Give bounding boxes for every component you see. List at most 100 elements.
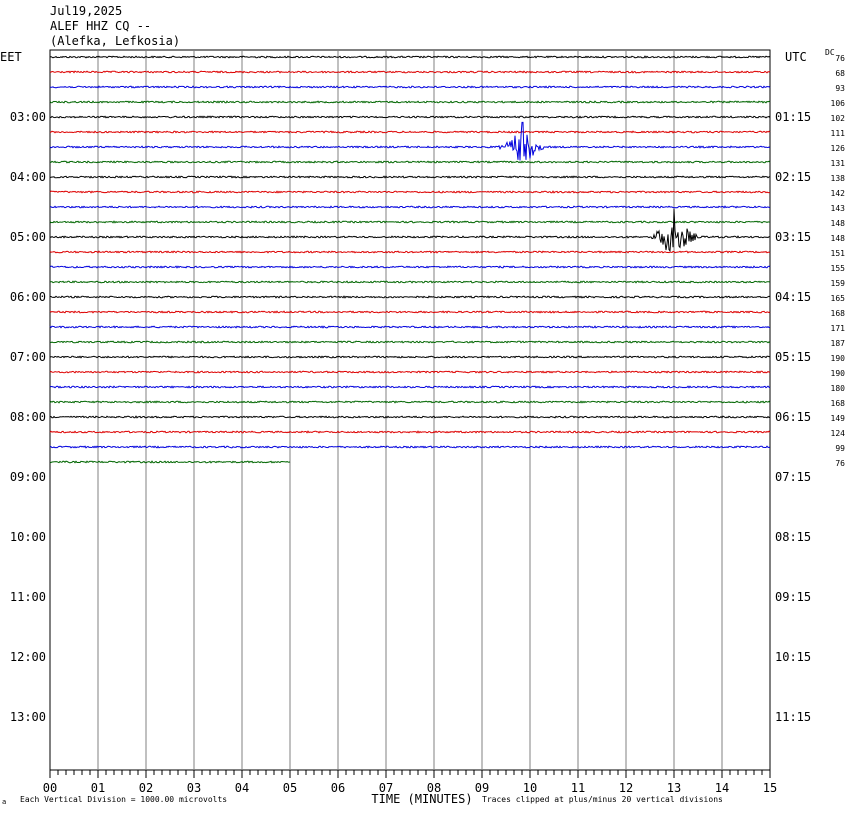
corner-mark: a <box>2 798 6 806</box>
dc-offset-value: 159 <box>831 279 846 288</box>
x-tick-label: 12 <box>619 781 633 795</box>
dc-offset-value: 76 <box>835 459 845 468</box>
dc-offset-value: 148 <box>831 219 846 228</box>
x-tick-label: 07 <box>379 781 393 795</box>
trace-line <box>49 400 771 404</box>
right-timezone-label: UTC <box>785 50 807 64</box>
trace-line <box>49 325 770 329</box>
left-hour-label: 04:00 <box>10 170 46 184</box>
dc-offset-value: 151 <box>831 249 846 258</box>
x-tick-label: 05 <box>283 781 297 795</box>
trace-line <box>49 415 771 419</box>
x-tick-label: 04 <box>235 781 249 795</box>
trace-line <box>49 100 771 104</box>
dc-offset-value: 76 <box>835 54 845 63</box>
vertical-division-note: Each Vertical Division = 1000.00 microvo… <box>20 795 227 804</box>
trace-line <box>50 295 771 299</box>
x-tick-label: 00 <box>43 781 57 795</box>
right-hour-label: 01:15 <box>775 110 811 124</box>
trace-line <box>49 460 291 464</box>
dc-offset-value: 187 <box>831 339 846 348</box>
x-tick-label: 14 <box>715 781 729 795</box>
dc-offset-value: 190 <box>831 369 846 378</box>
clipping-note: Traces clipped at plus/minus 20 vertical… <box>482 795 723 804</box>
left-hour-label: 06:00 <box>10 290 46 304</box>
dc-offset-value: 124 <box>831 429 846 438</box>
trace-line <box>49 370 771 374</box>
dc-offset-value: 106 <box>831 99 846 108</box>
plot-frame <box>49 49 771 771</box>
dc-offset-value: 155 <box>831 264 846 273</box>
dc-offset-value: 190 <box>831 354 846 363</box>
left-hour-label: 10:00 <box>10 530 46 544</box>
dc-offset-value: 143 <box>831 204 846 213</box>
dc-offset-value: 93 <box>835 84 845 93</box>
right-hour-label: 02:15 <box>775 170 811 184</box>
right-hour-label: 11:15 <box>775 710 811 724</box>
trace-line <box>49 280 771 284</box>
trace-line <box>49 220 770 224</box>
dc-offset-value: 102 <box>831 114 846 123</box>
x-axis-label: TIME (MINUTES) <box>371 792 472 806</box>
left-hour-label: 11:00 <box>10 590 46 604</box>
x-tick-label: 09 <box>475 781 489 795</box>
right-hour-label: 07:15 <box>775 470 811 484</box>
trace-line <box>49 130 771 134</box>
trace-line <box>49 205 771 209</box>
trace-line <box>49 70 771 74</box>
dc-offset-value: 149 <box>831 414 846 423</box>
left-hour-label: 03:00 <box>10 110 46 124</box>
trace-line <box>49 175 771 179</box>
dc-label: DC <box>825 48 835 57</box>
right-hour-label: 08:15 <box>775 530 811 544</box>
dc-offset-value: 126 <box>831 144 846 153</box>
trace-line <box>49 208 770 253</box>
x-tick-label: 15 <box>763 781 777 795</box>
left-hour-label: 13:00 <box>10 710 46 724</box>
dc-offset-value: 171 <box>831 324 846 333</box>
dc-offset-value: 165 <box>831 294 846 303</box>
trace-line <box>49 250 771 254</box>
dc-offset-value: 131 <box>831 159 846 168</box>
trace-line <box>49 55 771 59</box>
left-hour-label: 05:00 <box>10 230 46 244</box>
right-hour-label: 09:15 <box>775 590 811 604</box>
dc-offset-value: 142 <box>831 189 846 198</box>
right-hour-label: 10:15 <box>775 650 811 664</box>
trace-line <box>49 121 771 161</box>
trace-line <box>49 265 771 269</box>
left-hour-label: 12:00 <box>10 650 46 664</box>
dc-offset-value: 68 <box>835 69 845 78</box>
left-hour-label: 08:00 <box>10 410 46 424</box>
dc-offset-value: 148 <box>831 234 846 243</box>
trace-line <box>49 340 771 344</box>
trace-line <box>49 355 771 359</box>
x-tick-label: 06 <box>331 781 345 795</box>
trace-line <box>49 160 771 164</box>
header-location: (Alefka, Lefkosia) <box>50 34 181 48</box>
left-timezone-label: EET <box>0 50 22 64</box>
dc-offset-value: 138 <box>831 174 846 183</box>
dc-offset-value: 180 <box>831 384 846 393</box>
trace-line <box>49 85 771 89</box>
header-station: ALEF HHZ CQ -- <box>50 19 152 33</box>
dc-offset-value: 111 <box>831 129 846 138</box>
x-tick-label: 11 <box>571 781 585 795</box>
x-tick-label: 10 <box>523 781 537 795</box>
right-hour-label: 04:15 <box>775 290 811 304</box>
left-hour-label: 09:00 <box>10 470 46 484</box>
header-date: Jul19,2025 <box>50 4 123 18</box>
trace-line <box>49 445 771 449</box>
trace-line <box>49 310 771 314</box>
right-hour-label: 05:15 <box>775 350 811 364</box>
dc-offset-value: 168 <box>831 309 846 318</box>
trace-line <box>49 115 771 119</box>
right-hour-label: 06:15 <box>775 410 811 424</box>
x-tick-label: 01 <box>91 781 105 795</box>
x-tick-label: 08 <box>427 781 441 795</box>
right-hour-label: 03:15 <box>775 230 811 244</box>
trace-line <box>49 430 771 434</box>
trace-line <box>49 385 771 389</box>
dc-offset-value: 168 <box>831 399 846 408</box>
